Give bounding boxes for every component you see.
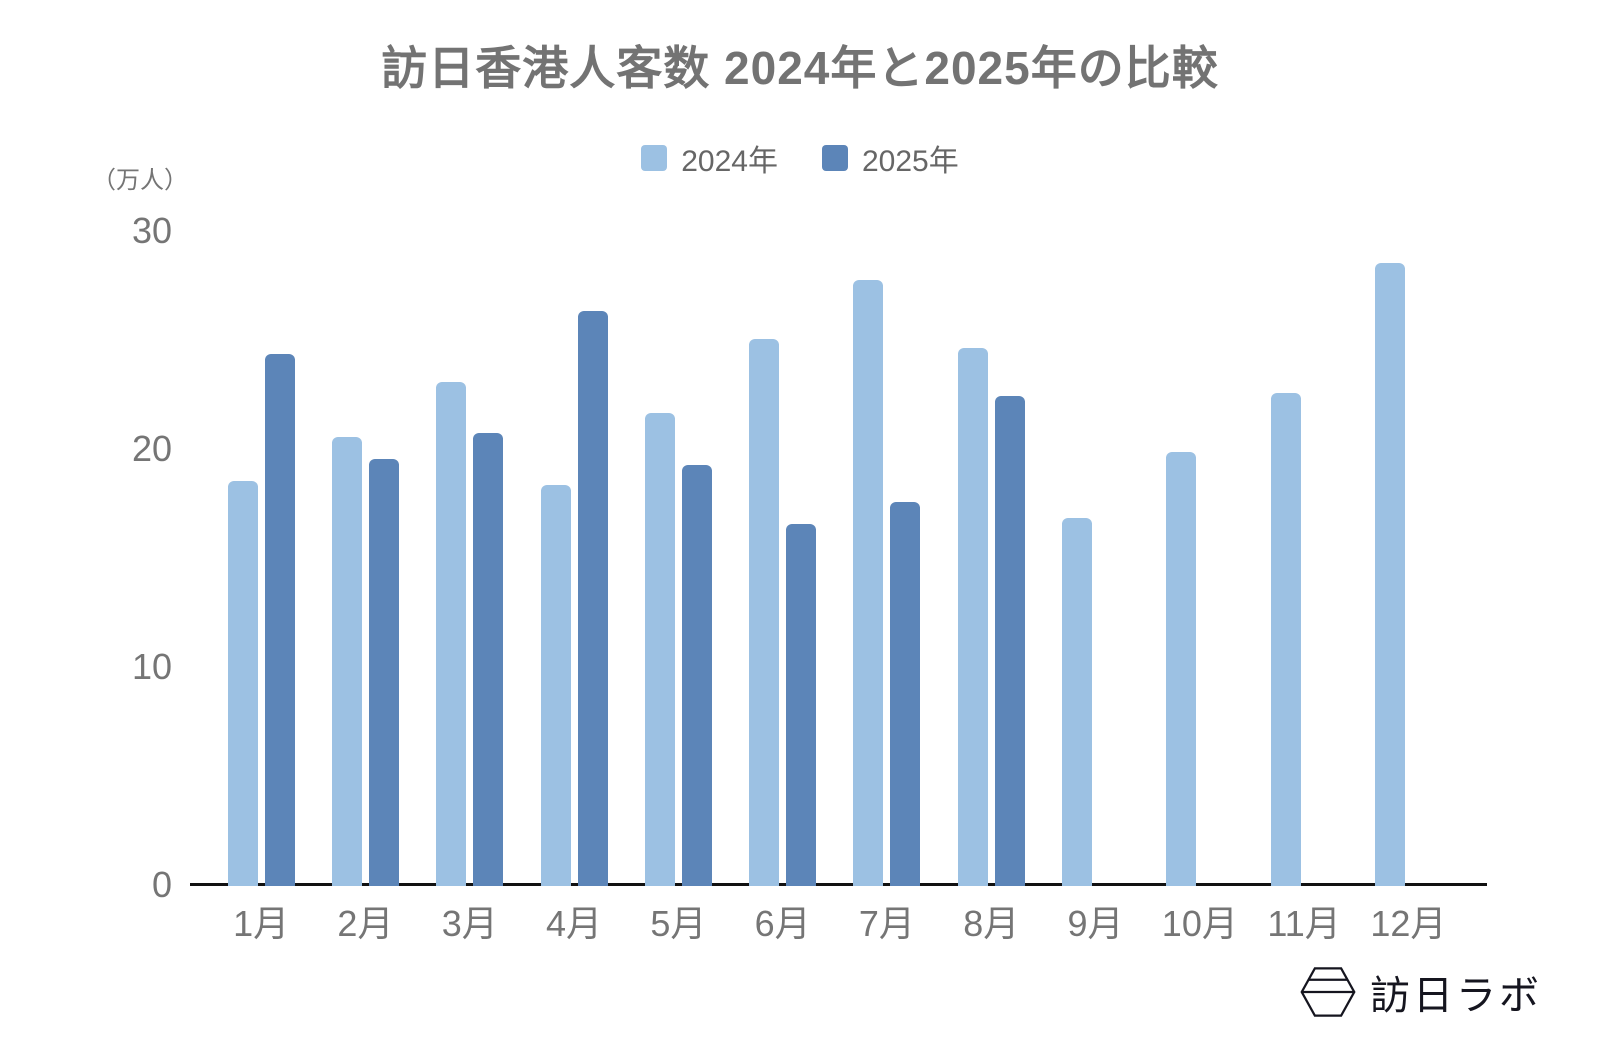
legend-swatch-2024 xyxy=(641,145,668,171)
x-axis-label-9月: 9月 xyxy=(1067,903,1124,944)
bar-group-8月 xyxy=(939,231,1043,886)
bar-2025年-6月 xyxy=(786,524,817,886)
bar-2025年-5月 xyxy=(681,465,712,886)
x-axis-label-10月: 10月 xyxy=(1161,903,1238,944)
x-axis-label-1月: 1月 xyxy=(233,903,290,944)
bar-2024年-11月 xyxy=(1270,393,1301,886)
bar-2025年-4月 xyxy=(577,310,608,886)
x-axis-label-7月: 7月 xyxy=(858,903,915,944)
x-axis-labels: 1月 2月 3月 4月 5月 6月 7月 8月 9月 10月 11月 12月 xyxy=(209,895,1461,947)
bar-group-7月 xyxy=(835,231,939,886)
bar-2024年-4月 xyxy=(540,484,571,886)
bar-groups xyxy=(209,231,1461,886)
bar-group-6月 xyxy=(730,231,834,886)
bar-2024年-5月 xyxy=(644,412,675,886)
bar-2024年-1月 xyxy=(227,480,258,886)
chart-title: 訪日香港人客数 2024年と2025年の比較 xyxy=(381,42,1219,94)
bar-group-2月 xyxy=(313,231,417,886)
y-axis-tick-10: 10 xyxy=(131,646,172,687)
x-axis-label-2月: 2月 xyxy=(337,903,394,944)
bar-2024年-8月 xyxy=(957,347,988,886)
brand-logo: 訪日ラボ xyxy=(1300,963,1542,1021)
y-axis-tick-30: 30 xyxy=(131,210,172,251)
bar-2024年-10月 xyxy=(1166,452,1197,886)
legend-swatch-2025 xyxy=(822,145,848,171)
y-axis-tick-20: 20 xyxy=(131,428,172,469)
bar-2024年-12月 xyxy=(1374,262,1405,886)
bar-group-5月 xyxy=(626,231,730,886)
bar-2024年-6月 xyxy=(749,338,780,886)
hexagon-icon xyxy=(1300,967,1356,1017)
x-axis-label-3月: 3月 xyxy=(441,903,498,944)
bar-2025年-2月 xyxy=(368,458,399,886)
x-axis-label-8月: 8月 xyxy=(963,903,1020,944)
y-axis-unit-label: （万人） xyxy=(92,167,188,194)
bar-2024年-7月 xyxy=(853,280,884,886)
bar-group-4月 xyxy=(522,231,626,886)
x-axis-label-12月: 12月 xyxy=(1370,903,1447,944)
x-axis-label-11月: 11月 xyxy=(1267,903,1341,944)
x-axis-label-5月: 5月 xyxy=(650,903,707,944)
bar-2024年-9月 xyxy=(1062,517,1093,886)
bar-2025年-8月 xyxy=(994,395,1025,886)
bar-2025年-7月 xyxy=(890,502,921,886)
legend-item-2025: 2025年 xyxy=(822,136,959,180)
bar-group-3月 xyxy=(418,231,522,886)
brand-logo-text: 訪日ラボ xyxy=(1370,974,1542,1018)
x-axis-label-4月: 4月 xyxy=(546,903,603,944)
legend-item-2024: 2024年 xyxy=(641,136,778,180)
bar-group-12月 xyxy=(1356,231,1460,886)
x-axis-label-6月: 6月 xyxy=(754,903,811,944)
bar-2025年-3月 xyxy=(473,432,504,886)
bar-group-9月 xyxy=(1043,231,1147,886)
bar-2025年-1月 xyxy=(264,354,295,886)
legend: 2024年 2025年 xyxy=(0,136,1600,180)
bar-group-10月 xyxy=(1148,231,1252,886)
x-axis-line xyxy=(190,231,1487,886)
legend-label-2024: 2024年 xyxy=(681,145,778,178)
bar-group-1月 xyxy=(209,231,313,886)
legend-label-2025: 2025年 xyxy=(862,145,959,178)
y-axis-tick-0: 0 xyxy=(151,864,172,905)
bar-2024年-2月 xyxy=(331,436,362,886)
bar-2024年-3月 xyxy=(436,382,467,886)
bar-group-11月 xyxy=(1252,231,1356,886)
